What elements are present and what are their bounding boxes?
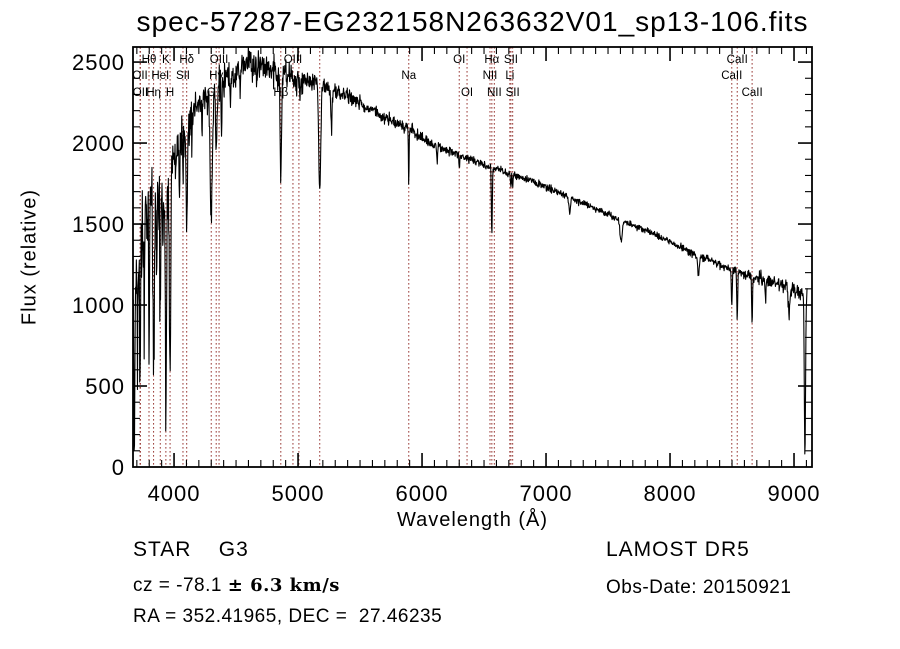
spectral-line-label: Hθ: [142, 54, 157, 66]
object-class-label: STAR G3: [133, 538, 249, 561]
x-tick-label: 9000: [768, 481, 821, 506]
x-tick-label: 7000: [520, 481, 573, 506]
spectral-line-label: OI: [461, 87, 473, 99]
y-tick-label: 1000: [72, 293, 125, 318]
x-tick-label: 5000: [272, 481, 325, 506]
spectral-line-label: CaII: [727, 54, 748, 66]
spectral-line-label: SII: [506, 87, 520, 99]
spectral-line-label: Hα: [484, 54, 499, 66]
spectral-line-label: NII: [487, 87, 502, 99]
obs-date-label: Obs-Date: 20150921: [606, 577, 792, 598]
cz-value: cz = -78.1: [133, 575, 228, 596]
spectral-line-label: CaII: [742, 87, 763, 99]
spectral-line-label: Hδ: [179, 54, 194, 66]
spectral-line-label: Li: [505, 70, 514, 82]
spectral-line-label: Hγ: [209, 70, 223, 82]
x-axis-title: Wavelength (Å): [396, 509, 549, 531]
spectral-line-label: Hη: [146, 87, 161, 99]
spectral-line-label: NII: [483, 70, 498, 82]
x-tick-label: 6000: [396, 481, 449, 506]
spectral-line-label: CaII: [721, 70, 742, 82]
plot-title: spec-57287-EG232158N263632V01_sp13-106.f…: [136, 6, 809, 37]
cz-uncertainty: ± 6.3 km/s: [227, 575, 340, 596]
cz-velocity-line: cz = -78.1 ± 6.3 km/s: [133, 575, 340, 597]
spectral-line-label: H: [166, 87, 174, 99]
spectral-line-label: SII: [176, 70, 190, 82]
survey-release-label: LAMOST DR5: [606, 538, 750, 561]
plot-frame: [132, 46, 813, 468]
x-tick-label: 8000: [644, 481, 697, 506]
y-tick-label: 2000: [72, 131, 125, 156]
x-tick-label: 4000: [148, 481, 201, 506]
spectral-line-label: G: [207, 87, 216, 99]
spectral-line-label: K: [162, 54, 170, 66]
spectral-line-label: HeI: [151, 70, 169, 82]
y-tick-label: 2500: [72, 50, 125, 75]
spectral-line-label: OII: [132, 70, 147, 82]
y-tick-label: 1500: [72, 212, 125, 237]
spectral-line-label: Na: [401, 70, 416, 82]
spectral-line-label: Hβ: [273, 87, 288, 99]
y-tick-label: 0: [112, 455, 125, 480]
spectral-line-label: SII: [504, 54, 518, 66]
spectrum-curve: [132, 47, 808, 455]
spectral-line-label: OIII: [210, 54, 229, 66]
spectral-line-label: OI: [453, 54, 465, 66]
y-axis-title: Flux (relative): [18, 188, 41, 326]
spectral-line-label: OII: [133, 87, 148, 99]
ra-dec-label: RA = 352.41965, DEC = 27.46235: [133, 606, 443, 627]
y-tick-label: 500: [85, 374, 125, 399]
